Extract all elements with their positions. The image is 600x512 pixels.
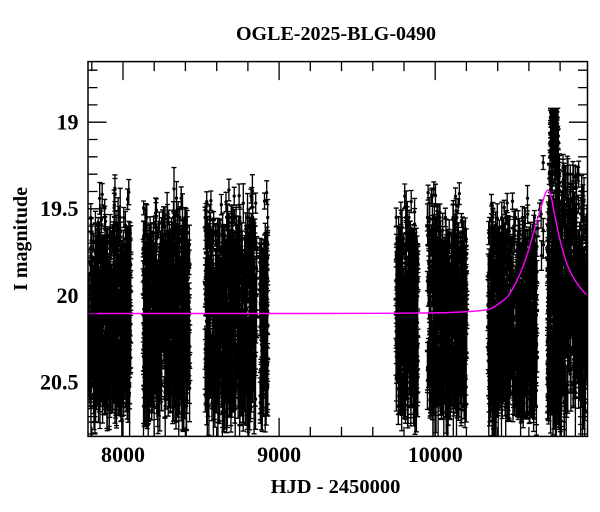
svg-text:20: 20 <box>57 283 79 308</box>
svg-text:I magnitude: I magnitude <box>10 187 32 291</box>
svg-text:20.5: 20.5 <box>40 369 79 394</box>
svg-text:19.5: 19.5 <box>40 196 79 221</box>
svg-text:9000: 9000 <box>257 442 301 467</box>
svg-text:19: 19 <box>57 110 79 135</box>
svg-text:OGLE-2025-BLG-0490: OGLE-2025-BLG-0490 <box>236 23 436 45</box>
svg-text:8000: 8000 <box>101 442 145 467</box>
svg-text:HJD - 2450000: HJD - 2450000 <box>271 476 401 498</box>
svg-text:10000: 10000 <box>408 442 463 467</box>
